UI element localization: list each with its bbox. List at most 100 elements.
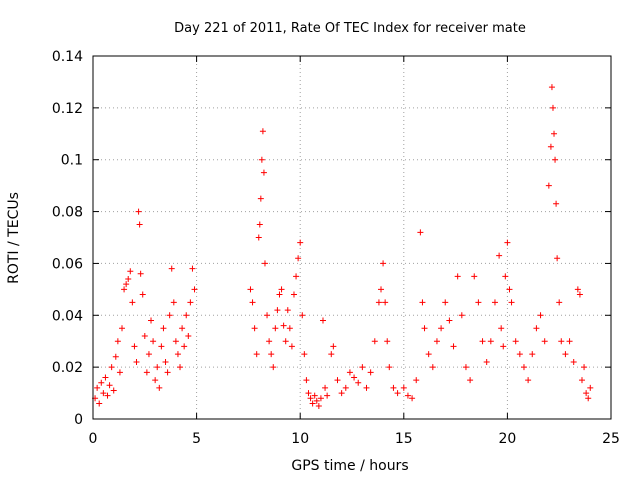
data-point [421, 325, 428, 332]
data-point [425, 351, 432, 358]
data-point [106, 382, 113, 389]
data-point [136, 221, 143, 228]
data-point [305, 390, 312, 397]
data-point [548, 84, 555, 91]
data-point [551, 130, 558, 137]
data-point [378, 286, 385, 293]
data-point [324, 392, 331, 399]
data-point [359, 364, 366, 371]
data-point [137, 270, 144, 277]
data-point [317, 395, 324, 402]
data-point [299, 312, 306, 319]
data-point [367, 369, 374, 376]
data-point [467, 377, 474, 384]
data-point [143, 369, 150, 376]
data-point [483, 358, 490, 365]
x-tick-label: 15 [395, 431, 413, 447]
data-point [135, 208, 142, 215]
data-point [104, 392, 111, 399]
data-point [496, 252, 503, 259]
data-point [288, 343, 295, 350]
data-point [260, 169, 267, 176]
data-point [512, 338, 519, 345]
data-point [284, 307, 291, 314]
data-point [541, 338, 548, 345]
data-point [259, 128, 266, 135]
data-point [375, 299, 382, 306]
data-point [249, 299, 256, 306]
data-point [566, 338, 573, 345]
data-point [270, 364, 277, 371]
data-point [471, 273, 478, 280]
data-point [342, 384, 349, 391]
data-point [264, 312, 271, 319]
data-point [189, 265, 196, 272]
data-point [409, 395, 416, 402]
data-point [479, 338, 486, 345]
data-point [438, 325, 445, 332]
data-point [278, 286, 285, 293]
y-tick-label: 0.06 [52, 256, 83, 272]
data-point [502, 273, 509, 280]
data-point [261, 260, 268, 267]
data-point [162, 358, 169, 365]
axis-ticks: 0 5 10 15 20 25 0 0.02 0.04 0.06 0.08 0.1 0.12 0.14 [52, 49, 620, 447]
data-point [558, 338, 565, 345]
x-axis-label: GPS time / hours [291, 458, 408, 474]
data-point [450, 343, 457, 350]
data-point [268, 351, 275, 358]
data-point [529, 351, 536, 358]
data-point [301, 351, 308, 358]
data-point [498, 325, 505, 332]
data-point [255, 234, 262, 241]
data-point [537, 312, 544, 319]
data-point [384, 338, 391, 345]
data-point [386, 364, 393, 371]
data-point [187, 299, 194, 306]
data-point [585, 395, 592, 402]
data-point [487, 338, 494, 345]
data-point [272, 325, 279, 332]
data-point [583, 390, 590, 397]
plot-frame [92, 55, 612, 420]
data-point [549, 104, 556, 111]
data-point [274, 307, 281, 314]
data-point [96, 400, 103, 407]
data-point [491, 299, 498, 306]
data-point [150, 338, 157, 345]
data-point [346, 369, 353, 376]
data-point [247, 286, 254, 293]
data-point [307, 395, 314, 402]
data-point [581, 364, 588, 371]
data-point [404, 392, 411, 399]
data-point [297, 239, 304, 246]
data-point [454, 273, 461, 280]
data-point [547, 143, 554, 150]
chart-title: Day 221 of 2011, Rate Of TEC Index for r… [174, 21, 526, 36]
data-point [363, 384, 370, 391]
data-point [94, 384, 101, 391]
data-point [119, 325, 126, 332]
data-point [133, 358, 140, 365]
x-tick-label: 10 [291, 431, 309, 447]
data-point [116, 369, 123, 376]
data-point [185, 333, 192, 340]
data-point [552, 156, 559, 163]
data-point [164, 369, 171, 376]
data-point [371, 338, 378, 345]
data-point [417, 229, 424, 236]
data-point [100, 390, 107, 397]
y-tick-label: 0.02 [52, 360, 83, 376]
data-point [545, 182, 552, 189]
data-point [533, 325, 540, 332]
data-point [570, 358, 577, 365]
data-point [125, 275, 132, 282]
data-point [258, 156, 265, 163]
data-point [154, 364, 161, 371]
y-axis-label: ROTI / TECUs [6, 192, 22, 284]
grid [93, 56, 611, 419]
data-point [462, 364, 469, 371]
data-point [380, 260, 387, 267]
data-points [92, 84, 594, 410]
data-point [390, 384, 397, 391]
